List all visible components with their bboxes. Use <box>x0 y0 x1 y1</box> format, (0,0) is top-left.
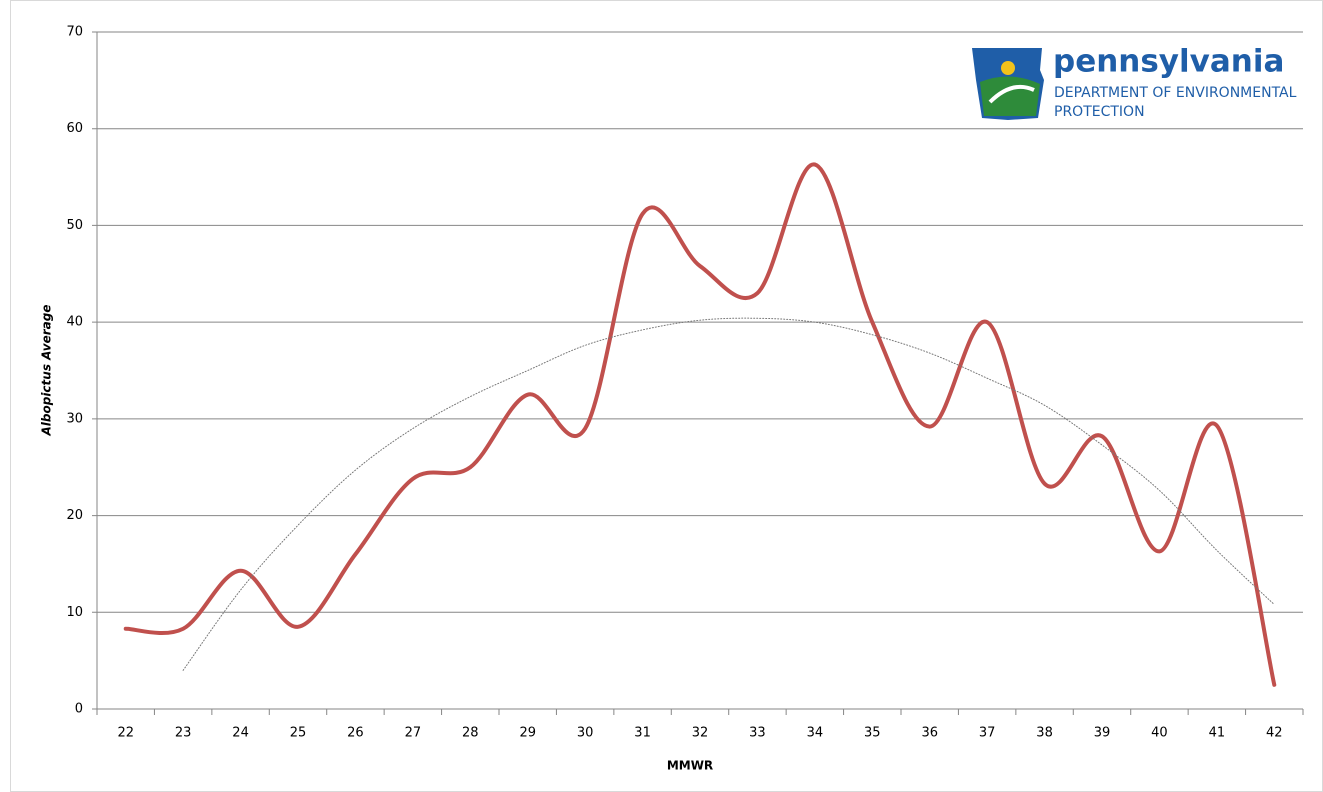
y-tick-label: 0 <box>75 702 83 717</box>
logo-leaf <box>988 85 1035 104</box>
y-tick-label: 60 <box>66 121 83 136</box>
x-tick-label: 28 <box>462 726 479 741</box>
x-tick-label: 25 <box>290 726 307 741</box>
logo-hills <box>980 76 1040 116</box>
logo-name: pennsylvania <box>1053 44 1284 80</box>
x-axis-title: MMWR <box>667 759 713 773</box>
x-tick-label: 34 <box>807 726 824 741</box>
x-tick-label: 35 <box>864 726 881 741</box>
logo-line: DEPARTMENT OF ENVIRONMENTAL <box>1054 85 1297 101</box>
x-tick-label: 29 <box>519 726 536 741</box>
logo-line: PROTECTION <box>1054 104 1145 120</box>
y-axis-title: Albopictus Average <box>40 305 54 437</box>
x-tick-label: 36 <box>921 726 938 741</box>
y-tick-label: 40 <box>66 315 83 330</box>
x-tick-label: 23 <box>175 726 192 741</box>
x-tick-label: 32 <box>692 726 709 741</box>
x-tick-label: 30 <box>577 726 594 741</box>
x-tick-label: 41 <box>1209 726 1226 741</box>
y-tick-label: 20 <box>66 508 83 523</box>
trend-line <box>182 317 1275 671</box>
logo: pennsylvania DEPARTMENT OF ENVIRONMENTAL… <box>972 44 1297 120</box>
x-tick-label: 39 <box>1094 726 1111 741</box>
y-tick-label: 70 <box>66 25 83 40</box>
y-tick-label: 30 <box>66 411 83 426</box>
x-tick-label: 37 <box>979 726 996 741</box>
x-tick-label: 31 <box>634 726 651 741</box>
x-tick-label: 42 <box>1266 726 1283 741</box>
x-tick-label: 24 <box>232 726 249 741</box>
x-tick-label: 27 <box>405 726 422 741</box>
x-tick-label: 40 <box>1151 726 1168 741</box>
x-tick-label: 26 <box>347 726 364 741</box>
logo-sun <box>1001 61 1015 75</box>
y-tick-label: 50 <box>66 218 83 233</box>
y-tick-label: 10 <box>66 605 83 620</box>
data-line <box>123 162 1277 687</box>
x-tick-label: 22 <box>117 726 134 741</box>
x-tick-label: 33 <box>749 726 766 741</box>
x-tick-label: 38 <box>1036 726 1053 741</box>
